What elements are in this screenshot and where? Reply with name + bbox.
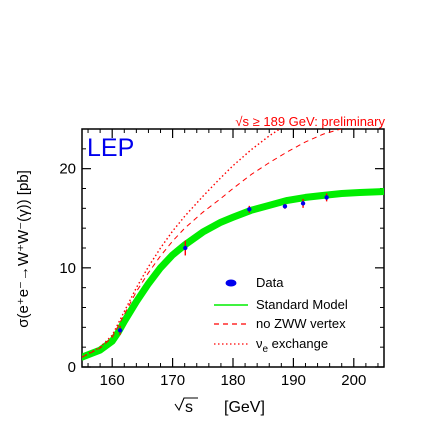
data-marker [282, 204, 288, 209]
experiment-label: LEP [87, 134, 134, 162]
data-marker [183, 245, 188, 251]
x-tick-label: 200 [341, 372, 366, 389]
data-marker [324, 195, 329, 200]
legend: Data Standard Model no ZWW vertex νe exchan… [214, 275, 348, 355]
x-axis-title-s: s [185, 399, 193, 416]
data-point [117, 325, 123, 335]
series-line-no-zww-vertex [82, 129, 343, 358]
data-point [247, 205, 252, 213]
data-marker [300, 201, 306, 206]
legend-label: no ZWW vertex [256, 316, 346, 331]
preliminary-annotation: √s ≥ 189 GeV: preliminary [235, 114, 385, 129]
data-point [282, 203, 288, 209]
x-tick-label: 180 [220, 372, 245, 389]
legend-item: νe exchange [214, 336, 328, 355]
x-tick-label: 160 [100, 372, 125, 389]
legend-label: νe exchange [256, 336, 328, 355]
data-point [300, 198, 306, 208]
legend-label: Standard Model [256, 297, 348, 312]
x-tick-label: 170 [160, 372, 185, 389]
data-point [324, 193, 329, 202]
legend-label: Data [256, 275, 284, 290]
legend-marker [225, 279, 237, 287]
data-point [183, 240, 188, 256]
y-axis-title: σ(e⁺e⁻→W⁺W⁻(γ)) [pb] [15, 170, 32, 328]
legend-item: Data [225, 275, 284, 290]
axis-ticks: 160 170 180 190 200 0 10 20 [59, 128, 384, 389]
data-marker [247, 207, 252, 212]
x-axis-title-unit: [GeV] [224, 399, 265, 416]
legend-item: no ZWW vertex [214, 316, 346, 331]
data-points [117, 193, 329, 335]
sqrt-sign-icon [174, 397, 198, 412]
data-marker [117, 328, 123, 333]
series-line-standard-model [82, 188, 384, 361]
plot-frame [81, 128, 385, 368]
x-axis-title: √s s [GeV] [174, 397, 265, 416]
x-tick-label: 190 [281, 372, 306, 389]
y-tick-label: 10 [59, 260, 76, 277]
legend-item: Standard Model [214, 297, 348, 312]
y-tick-label: 0 [68, 359, 76, 376]
y-tick-label: 20 [59, 161, 76, 178]
